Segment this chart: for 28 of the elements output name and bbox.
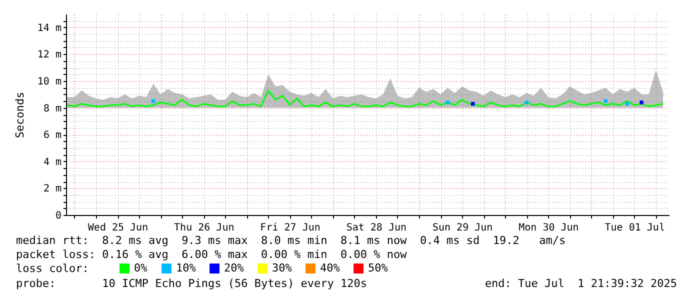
y-tick-label: 14 m [37,22,62,34]
x-tick-label: Mon 30 Jun [518,222,579,234]
x-tick-label: Tue 01 Jul [604,222,665,234]
y-tick-label: 2 m [43,184,62,195]
legend-label: 40% [320,262,340,275]
legend-label: 10% [176,262,196,275]
x-tick-label: Thu 26 Jun [174,222,234,234]
y-axis-title: Seconds [13,92,26,138]
y-tick-label: 0 [55,210,62,222]
y-tick-label: 4 m [43,156,62,168]
line-series [66,90,664,108]
legend-label: 50% [368,262,388,275]
x-tick-label: Sun 29 Jun [432,222,493,234]
text: packet loss: 0.16 % avg 6.00 % max 0.00 % min 0.00 % now [16,248,408,261]
legend-label: 30% [272,262,292,275]
text: probe: 10 ICMP Echo Pings (56 Bytes) every 120s [16,277,367,290]
legend-title: loss color: [16,262,89,275]
y-tick-label: 12 m [37,50,62,61]
y-tick-label: 10 m [37,76,62,88]
x-tick-label: Wed 25 Jun [88,222,148,234]
y-tick-label: 6 m [43,130,62,142]
text: end: Tue Jul 1 21:39:32 2025 [484,277,677,290]
legend-label: 20% [224,262,244,275]
text: median rtt: 8.2 ms avg 9.3 ms max 8.0 ms min 8.1 ms now 0.4 ms sd 19.2 am/s [16,234,566,247]
y-tick-label: 8 m [43,103,62,114]
legend-label: 0% [134,262,148,275]
x-tick-label: Fri 27 Jun [260,222,320,234]
x-tick-label: Sat 28 Jun [346,222,407,234]
